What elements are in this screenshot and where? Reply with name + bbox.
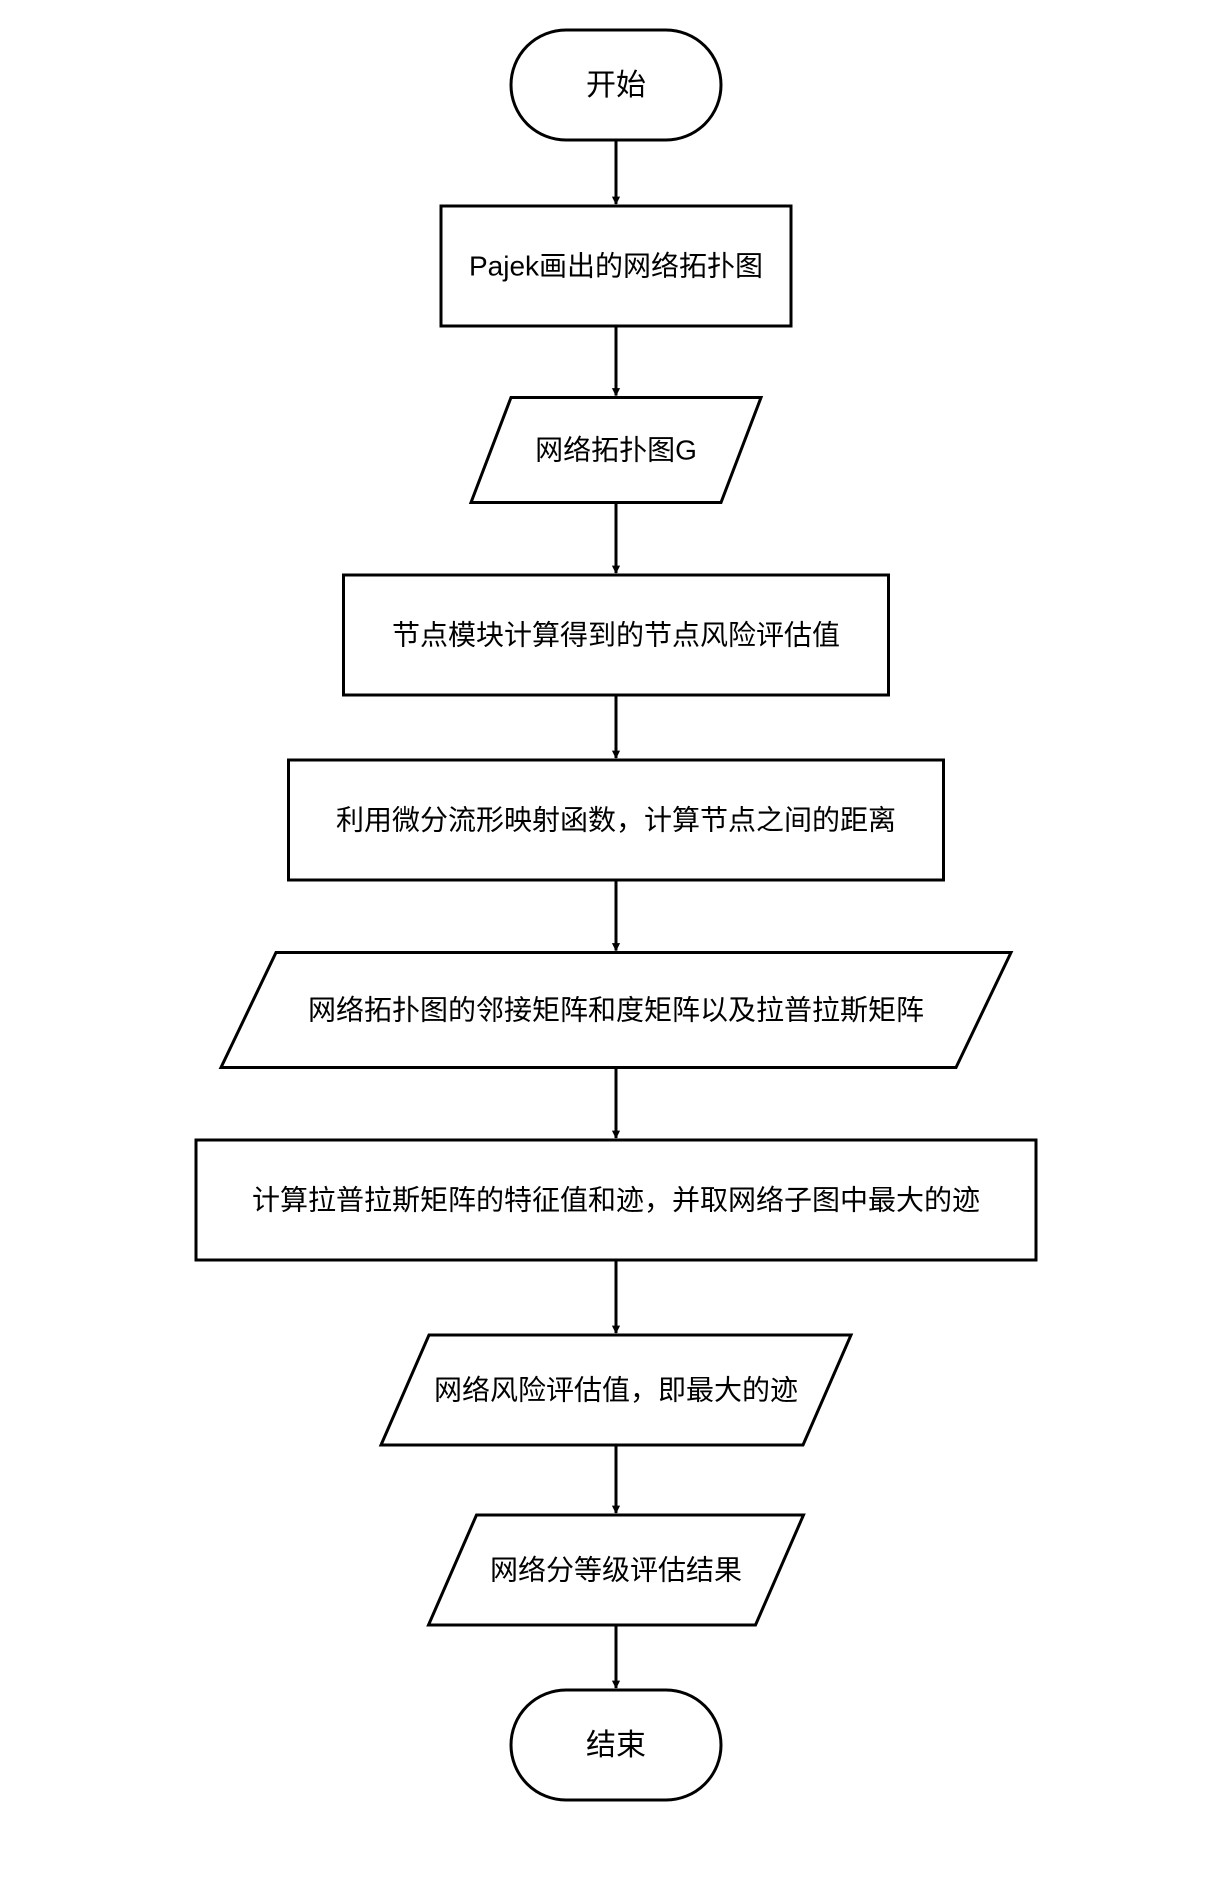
- node-n5: 网络拓扑图的邻接矩阵和度矩阵以及拉普拉斯矩阵: [221, 953, 1011, 1068]
- node-n1: Pajek画出的网络拓扑图: [441, 206, 791, 326]
- node-label-end: 结束: [586, 1729, 646, 1762]
- node-label-start: 开始: [586, 69, 646, 102]
- node-label-n6: 计算拉普拉斯矩阵的特征值和迹，并取网络子图中最大的迹: [252, 1184, 980, 1215]
- node-n3: 节点模块计算得到的节点风险评估值: [344, 575, 889, 695]
- node-label-n4: 利用微分流形映射函数，计算节点之间的距离: [336, 804, 896, 835]
- node-n4: 利用微分流形映射函数，计算节点之间的距离: [289, 760, 944, 880]
- node-label-n3: 节点模块计算得到的节点风险评估值: [392, 619, 840, 650]
- node-label-n5: 网络拓扑图的邻接矩阵和度矩阵以及拉普拉斯矩阵: [308, 994, 924, 1025]
- node-end: 结束: [511, 1690, 721, 1800]
- node-n2: 网络拓扑图G: [471, 398, 761, 503]
- node-n6: 计算拉普拉斯矩阵的特征值和迹，并取网络子图中最大的迹: [196, 1140, 1036, 1260]
- node-label-n8: 网络分等级评估结果: [490, 1554, 742, 1585]
- flowchart-canvas: 开始 Pajek画出的网络拓扑图网络拓扑图G 节点模块计算得到的节点风险评估值利用微…: [0, 0, 1232, 1895]
- node-label-n7: 网络风险评估值，即最大的迹: [434, 1374, 798, 1405]
- node-label-n2: 网络拓扑图G: [535, 434, 697, 465]
- node-label-n1: Pajek画出的网络拓扑图: [469, 250, 763, 281]
- node-n8: 网络分等级评估结果: [429, 1515, 804, 1625]
- node-n7: 网络风险评估值，即最大的迹: [381, 1335, 851, 1445]
- flowchart-svg: 开始 Pajek画出的网络拓扑图网络拓扑图G 节点模块计算得到的节点风险评估值利用微…: [0, 0, 1232, 1895]
- node-start: 开始: [511, 30, 721, 140]
